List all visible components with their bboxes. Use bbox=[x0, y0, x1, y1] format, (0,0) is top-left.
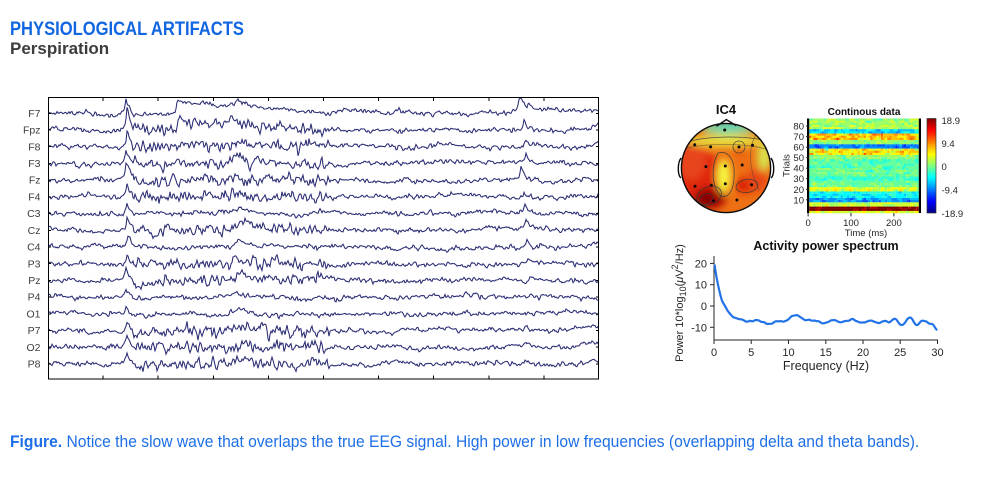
svg-text:C4: C4 bbox=[27, 242, 41, 254]
svg-text:P8: P8 bbox=[28, 359, 41, 371]
svg-text:0: 0 bbox=[711, 347, 717, 359]
svg-text:Cz: Cz bbox=[28, 225, 41, 237]
svg-text:30: 30 bbox=[931, 347, 943, 359]
svg-text:20: 20 bbox=[695, 258, 707, 270]
svg-text:P7: P7 bbox=[28, 325, 41, 337]
svg-text:P3: P3 bbox=[28, 258, 41, 270]
svg-text:200: 200 bbox=[886, 218, 902, 229]
svg-text:F8: F8 bbox=[28, 141, 40, 153]
svg-text:60: 60 bbox=[793, 143, 804, 154]
svg-text:Frequency (Hz): Frequency (Hz) bbox=[783, 359, 869, 373]
svg-text:30: 30 bbox=[793, 174, 804, 185]
svg-text:15: 15 bbox=[820, 347, 832, 359]
svg-text:IC4: IC4 bbox=[716, 102, 737, 117]
svg-text:5: 5 bbox=[748, 347, 754, 359]
svg-text:-18.9: -18.9 bbox=[942, 209, 964, 220]
svg-text:100: 100 bbox=[843, 218, 859, 229]
svg-text:O2: O2 bbox=[26, 342, 40, 354]
svg-text:18.9: 18.9 bbox=[942, 116, 961, 127]
svg-text:Power 10*log10(μV2/Hz): Power 10*log10(μV2/Hz) bbox=[670, 244, 688, 362]
svg-text:20: 20 bbox=[857, 347, 869, 359]
svg-text:Time (ms): Time (ms) bbox=[845, 228, 887, 239]
svg-text:50: 50 bbox=[793, 153, 804, 164]
svg-text:Fpz: Fpz bbox=[23, 125, 41, 137]
svg-text:0: 0 bbox=[942, 162, 947, 173]
svg-text:-10: -10 bbox=[691, 322, 707, 334]
svg-text:Continous data: Continous data bbox=[828, 107, 901, 118]
svg-text:F3: F3 bbox=[28, 158, 40, 170]
svg-text:Pz: Pz bbox=[28, 275, 40, 287]
svg-text:70: 70 bbox=[793, 132, 804, 143]
svg-text:C3: C3 bbox=[27, 208, 41, 220]
svg-text:Fz: Fz bbox=[29, 175, 41, 187]
svg-text:0: 0 bbox=[701, 301, 707, 313]
svg-text:Activity power spectrum: Activity power spectrum bbox=[753, 239, 898, 253]
svg-text:O1: O1 bbox=[26, 308, 40, 320]
svg-text:F7: F7 bbox=[28, 108, 40, 120]
svg-text:9.4: 9.4 bbox=[942, 139, 955, 150]
svg-text:80: 80 bbox=[793, 122, 804, 133]
svg-text:40: 40 bbox=[793, 164, 804, 175]
svg-text:10: 10 bbox=[782, 347, 794, 359]
svg-text:-9.4: -9.4 bbox=[942, 186, 958, 197]
svg-text:P4: P4 bbox=[28, 292, 41, 304]
svg-text:20: 20 bbox=[793, 185, 804, 196]
svg-text:10: 10 bbox=[695, 280, 707, 292]
svg-text:F4: F4 bbox=[28, 191, 40, 203]
svg-text:25: 25 bbox=[894, 347, 906, 359]
svg-text:0: 0 bbox=[805, 218, 810, 229]
svg-text:Trials: Trials bbox=[782, 154, 793, 177]
svg-text:10: 10 bbox=[793, 195, 804, 206]
